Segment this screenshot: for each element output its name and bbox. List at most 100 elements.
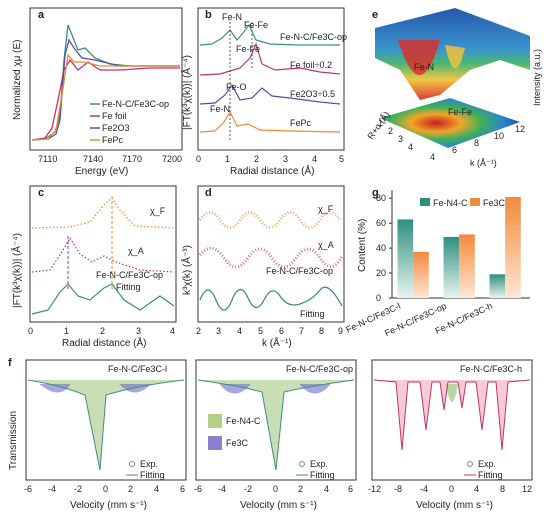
rtick: 3 bbox=[398, 134, 403, 144]
ktick: 4 bbox=[430, 152, 435, 162]
panel-letter-f: f bbox=[8, 357, 12, 369]
ytick: 40 bbox=[376, 243, 386, 253]
xtick: 2 bbox=[100, 326, 105, 336]
panel-g-yticks: 0 20 40 60 80 bbox=[376, 193, 392, 303]
curve-chi-f bbox=[198, 211, 342, 229]
curve-chi-f bbox=[31, 197, 175, 229]
xtick: 6 bbox=[180, 484, 185, 494]
label-fefoil: Fe foil÷0.2 bbox=[290, 60, 332, 70]
panel-letter-b: b bbox=[205, 9, 212, 21]
panel-a-ylabel: Normalized χμ (E) bbox=[12, 40, 23, 120]
legend-swatch-fen4c bbox=[208, 414, 222, 428]
xtick: -4 bbox=[48, 484, 56, 494]
panel-letter-c: c bbox=[38, 187, 44, 199]
panel-d-ylabel: k³χ(k) (Å⁻³) bbox=[180, 245, 193, 295]
legend-fepc: FePc bbox=[102, 135, 124, 145]
bar-fen4c bbox=[397, 219, 414, 298]
panel-b-ylabel: |FT(k³χ(k))| (Å⁻⁴) bbox=[180, 55, 193, 130]
ktick: 10 bbox=[494, 131, 504, 141]
panel-a: a Normalized χμ (E) 7110 7140 7170 7200 … bbox=[12, 7, 183, 177]
panel-b-xticks: 0 1 2 3 4 5 bbox=[196, 154, 344, 164]
legend-fitting: Fitting bbox=[140, 470, 165, 480]
ytick: 20 bbox=[376, 268, 386, 278]
label-fe2o3: Fe2O3÷0.5 bbox=[290, 89, 335, 99]
curve-op-fit bbox=[31, 283, 175, 315]
panel-a-xticks: 7110 7140 7170 7200 bbox=[38, 154, 182, 164]
panel-f-xlabels: Velocity (mm s⁻¹) Velocity (mm s⁻¹) Velo… bbox=[70, 500, 493, 511]
panel-b-frame bbox=[197, 7, 345, 151]
peak-label-fe-fe: Fe-Fe bbox=[448, 107, 472, 117]
label-op: Fe-N-C/Fe3C-op bbox=[266, 266, 333, 276]
panel-e: e Fe-N Fe-Fe Intensity (a.u.) R+α (Å bbox=[365, 8, 542, 168]
panel-letter-a: a bbox=[38, 9, 45, 21]
xlabel: Velocity (mm s⁻¹) bbox=[240, 500, 317, 511]
bar-fe3c bbox=[413, 251, 429, 298]
xtick: 7200 bbox=[162, 154, 182, 164]
ytick: 60 bbox=[376, 218, 386, 228]
xlabel: Velocity (mm s⁻¹) bbox=[70, 500, 147, 511]
ytick: 0 bbox=[376, 293, 381, 303]
legend-fitting: Fitting bbox=[478, 470, 503, 480]
legend-fen4c: Fe-N4-C bbox=[433, 198, 468, 208]
panel-d-xlabel: k (Å⁻¹) bbox=[262, 336, 292, 349]
ktick: 8 bbox=[474, 138, 479, 148]
xtick: 3 bbox=[136, 326, 141, 336]
panel-c-frame bbox=[29, 185, 177, 323]
label-chi-f: χ_F bbox=[150, 206, 166, 216]
label-fepc: FePc bbox=[290, 118, 312, 128]
label-fitting: Fitting bbox=[116, 282, 141, 292]
annotation-fe-fe-2: Fe-Fe bbox=[236, 44, 260, 54]
xtick: 8 bbox=[500, 484, 505, 494]
xtick: -12 bbox=[368, 484, 381, 494]
xtick: 2 bbox=[298, 484, 303, 494]
curve-chi-a bbox=[31, 236, 175, 273]
xtick: 4 bbox=[474, 484, 479, 494]
ft-curve-op bbox=[199, 23, 340, 46]
mossbauer-subpanel-op: Fe-N-C/Fe3C-op Fe-N4-C Fe3C -6 -4 -2 0 2… bbox=[194, 359, 357, 494]
legend-exp: Exp. bbox=[310, 459, 328, 469]
xtick: 7140 bbox=[83, 154, 103, 164]
panel-letter-g: g bbox=[372, 187, 379, 199]
panel-d-frame bbox=[197, 185, 345, 323]
xtick: 4 bbox=[312, 154, 317, 164]
legend-swatch-fe3c bbox=[470, 198, 480, 206]
xtick: 2 bbox=[196, 326, 201, 336]
xtick: -4 bbox=[420, 484, 428, 494]
bar-fen4c bbox=[443, 236, 460, 298]
panel-a-legend: Fe-N-C/Fe3C-op Fe foil Fe2O3 FePc bbox=[90, 99, 169, 145]
panel-e-xlabel: k (Å⁻¹) bbox=[470, 158, 497, 168]
xtick: 0 bbox=[196, 154, 201, 164]
panel-f-ylabel: Transmission bbox=[8, 411, 19, 470]
legend-fe3c: Fe3C bbox=[483, 198, 506, 208]
legend-fen4c: Fe-N4-C bbox=[226, 416, 261, 426]
xtick: 1 bbox=[225, 154, 230, 164]
ft-curve-fe2o3 bbox=[199, 83, 341, 105]
legend-fitting: Fitting bbox=[310, 470, 335, 480]
xtick: 0 bbox=[103, 484, 108, 494]
subpanel-title: Fe-N-C/Fe3C-l bbox=[108, 364, 167, 374]
panel-g-bars bbox=[397, 196, 521, 298]
bar-fe3c bbox=[459, 234, 475, 298]
panel-c-xlabel: Radial distance (Å) bbox=[62, 336, 146, 349]
panel-e-kticks: 4 6 8 10 12 bbox=[430, 124, 525, 162]
panel-b: b |FT(k³χ(k))| (Å⁻⁴) 0 1 2 3 4 5 Radial … bbox=[180, 7, 347, 177]
legend-swatch-fen4c bbox=[420, 198, 430, 206]
panel-f: f Transmission Fe-N-C/Fe3C-l -6 -4 -2 0 … bbox=[8, 357, 533, 511]
xtick: 7 bbox=[299, 326, 304, 336]
xtick: -8 bbox=[394, 484, 402, 494]
legend-op: Fe-N-C/Fe3C-op bbox=[102, 99, 169, 109]
label-chi-a: χ_A bbox=[128, 246, 144, 256]
xtick: 1 bbox=[64, 326, 69, 336]
panel-c-xticks: 0 1 2 3 4 bbox=[28, 326, 175, 336]
xanes-curve-fefoil bbox=[31, 58, 180, 141]
xtick: 3 bbox=[216, 326, 221, 336]
xtick: 12 bbox=[522, 484, 532, 494]
xtick: -2 bbox=[244, 484, 252, 494]
panel-g-legend: Fe-N4-C Fe3C bbox=[420, 198, 506, 208]
xtick: -2 bbox=[74, 484, 82, 494]
xtick: 4 bbox=[324, 484, 329, 494]
panel-c: c |FT(k³χ(k))| (Å⁻⁴) 0 1 2 3 4 Radial di… bbox=[10, 185, 177, 349]
xanes-curve-fepc bbox=[31, 53, 180, 141]
label-chi-a: χ_A bbox=[318, 240, 334, 250]
